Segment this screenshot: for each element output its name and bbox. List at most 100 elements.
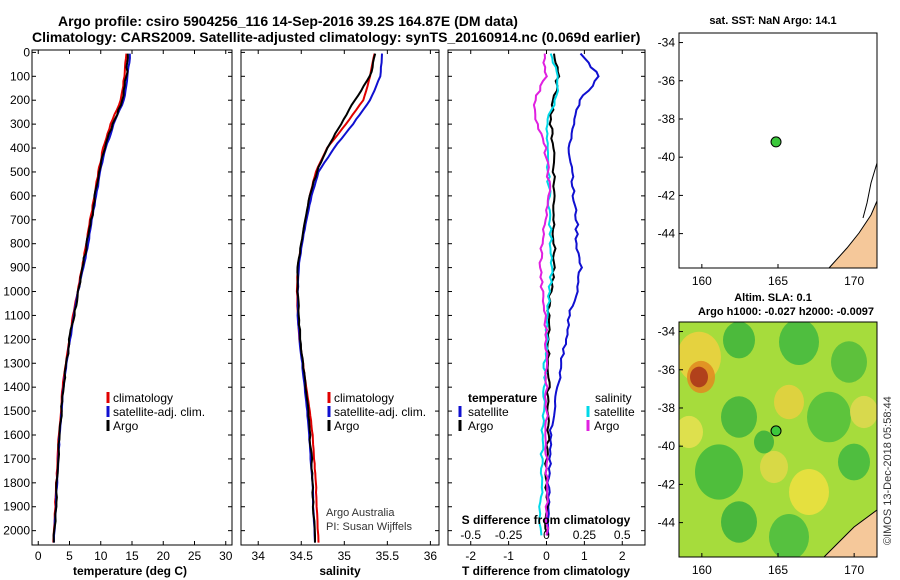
depth-tick-label: 1800 bbox=[3, 476, 30, 490]
x-tick-label: 34 bbox=[252, 549, 266, 563]
sst-y-tick-label: -34 bbox=[658, 36, 676, 50]
depth-tick-label: 500 bbox=[10, 165, 30, 179]
sst-map-frame bbox=[678, 32, 878, 269]
salinity-panel-frame bbox=[240, 49, 440, 546]
sst-x-tick-label: 160 bbox=[692, 274, 712, 288]
depth-tick-label: 1300 bbox=[3, 356, 30, 370]
series-line-argo bbox=[52, 53, 129, 543]
temperature-plot: 0 5 10 15 20 25 30 bbox=[35, 50, 233, 563]
temperature-panel-frame bbox=[31, 49, 233, 546]
coastline bbox=[862, 162, 878, 219]
top-tick-label: 0.25 bbox=[573, 528, 597, 542]
argo-position-marker bbox=[770, 425, 782, 437]
legend-label-argo: Argo bbox=[334, 419, 360, 433]
x-tick-label: 36 bbox=[424, 549, 438, 563]
depth-tick-label: 1700 bbox=[3, 452, 30, 466]
sst-map: 160 165 170 -34 -36 -38 -40 -42 -44 bbox=[658, 32, 878, 288]
depth-tick-label: 1100 bbox=[4, 308, 30, 322]
sla-map-title-2: Argo h1000: -0.027 h2000: -0.0097 bbox=[698, 306, 874, 318]
x-tick-label: 1 bbox=[581, 549, 588, 563]
depth-tick-label: 0 bbox=[23, 45, 30, 59]
sla-x-tick-label: 170 bbox=[844, 563, 864, 577]
x-tick-label: -1 bbox=[503, 549, 514, 563]
sla-x-tick-label: 160 bbox=[692, 563, 712, 577]
credit-line-1: Argo Australia bbox=[326, 507, 395, 519]
x-tick-label: 15 bbox=[125, 549, 139, 563]
legend-title-salinity: salinity bbox=[595, 391, 632, 405]
depth-tick-label: 1600 bbox=[3, 428, 30, 442]
depth-tick-label: 800 bbox=[10, 237, 30, 251]
sla-y-tick-label: -36 bbox=[658, 363, 676, 377]
series-line-satellite-adj--clim- bbox=[52, 53, 131, 543]
depth-tick-label: 200 bbox=[10, 93, 30, 107]
top-tick-label: 0.5 bbox=[614, 528, 631, 542]
sst-x-tick-label: 170 bbox=[844, 274, 864, 288]
sst-y-tick-label: -40 bbox=[658, 150, 676, 164]
title-line-1: Argo profile: csiro 5904256_116 14-Sep-2… bbox=[58, 13, 518, 29]
depth-tick-label: 100 bbox=[10, 69, 30, 83]
sla-anomaly-blob bbox=[838, 443, 870, 481]
sla-anomaly-blob bbox=[690, 366, 708, 388]
sst-y-tick-label: -42 bbox=[658, 188, 676, 202]
legend-label-climatology: climatology bbox=[113, 391, 173, 405]
sst-y-tick-label: -38 bbox=[658, 112, 676, 126]
difference-top-xlabel: S difference from climatology bbox=[462, 513, 631, 527]
depth-tick-label: 400 bbox=[10, 141, 30, 155]
sst-map-title: sat. SST: NaN Argo: 14.1 bbox=[709, 15, 836, 27]
sla-y-tick-label: -40 bbox=[658, 439, 676, 453]
salinity-legend: climatology satellite-adj. clim. Argo bbox=[327, 391, 426, 433]
sla-y-tick-label: -44 bbox=[658, 516, 676, 530]
depth-tick-label: 600 bbox=[10, 189, 30, 203]
temperature-xlabel: temperature (deg C) bbox=[73, 564, 187, 578]
sla-y-tick-label: -38 bbox=[658, 401, 676, 415]
x-tick-label: 30 bbox=[219, 549, 233, 563]
depth-tick-label: 1400 bbox=[3, 380, 30, 394]
series-line-climatology bbox=[52, 53, 128, 543]
legend-label-temp-satellite: satellite bbox=[468, 405, 509, 419]
x-tick-label: 34.5 bbox=[290, 549, 314, 563]
difference-legend: temperature satellite Argo salinity sate… bbox=[458, 391, 635, 433]
difference-plot: -2 -1 0 1 2-0.5 -0.25 0 0.25 0.5 bbox=[460, 50, 631, 563]
legend-title-temperature: temperature bbox=[468, 391, 538, 405]
depth-axis: 0 100 200 300 400 500 600 700 800 900 1000 1100 1200… bbox=[3, 45, 645, 538]
argo-position-marker bbox=[770, 136, 782, 148]
sla-anomaly-blob bbox=[779, 322, 819, 365]
depth-tick-label: 1000 bbox=[3, 285, 30, 299]
x-tick-label: -2 bbox=[465, 549, 476, 563]
series-line-salinity-argo bbox=[532, 53, 552, 536]
title-line-2: Climatology: CARS2009. Satellite-adjuste… bbox=[32, 29, 640, 45]
sla-field bbox=[679, 322, 877, 557]
sla-anomaly-blob bbox=[723, 322, 755, 359]
x-tick-label: 10 bbox=[94, 549, 108, 563]
temperature-legend: climatology satellite-adj. clim. Argo bbox=[106, 391, 205, 433]
legend-label-satellite: satellite-adj. clim. bbox=[334, 405, 426, 419]
imos-credit: ©IMOS 13-Dec-2018 05:58:44 bbox=[882, 396, 894, 545]
series-line-temperature-satellite bbox=[546, 52, 600, 536]
difference-xlabel: T difference from climatology bbox=[462, 564, 630, 578]
depth-tick-label: 1900 bbox=[3, 500, 30, 514]
depth-tick-label: 900 bbox=[10, 261, 30, 275]
sla-anomaly-blob bbox=[774, 384, 804, 420]
x-tick-label: 25 bbox=[188, 549, 202, 563]
sla-anomaly-blob bbox=[721, 396, 757, 438]
depth-tick-label: 700 bbox=[10, 213, 30, 227]
sla-y-tick-label: -34 bbox=[658, 325, 676, 339]
series-line-temperature-argo bbox=[544, 53, 561, 536]
sla-anomaly-blob bbox=[850, 395, 877, 429]
sla-map-title-1: Altim. SLA: 0.1 bbox=[734, 292, 812, 304]
top-tick-label: -0.5 bbox=[460, 528, 481, 542]
top-tick-label: -0.25 bbox=[495, 528, 523, 542]
sla-anomaly-blob bbox=[754, 430, 774, 454]
x-tick-label: 2 bbox=[619, 549, 626, 563]
sla-anomaly-blob bbox=[679, 415, 703, 449]
series-line-argo bbox=[296, 53, 377, 543]
sla-anomaly-blob bbox=[789, 469, 829, 515]
legend-label-climatology: climatology bbox=[334, 391, 394, 405]
x-tick-label: 5 bbox=[66, 549, 73, 563]
x-tick-label: 35 bbox=[338, 549, 352, 563]
land-shape bbox=[823, 509, 877, 557]
sst-x-tick-label: 165 bbox=[768, 274, 788, 288]
sla-anomaly-blob bbox=[721, 501, 757, 543]
sla-anomaly-blob bbox=[831, 341, 867, 383]
